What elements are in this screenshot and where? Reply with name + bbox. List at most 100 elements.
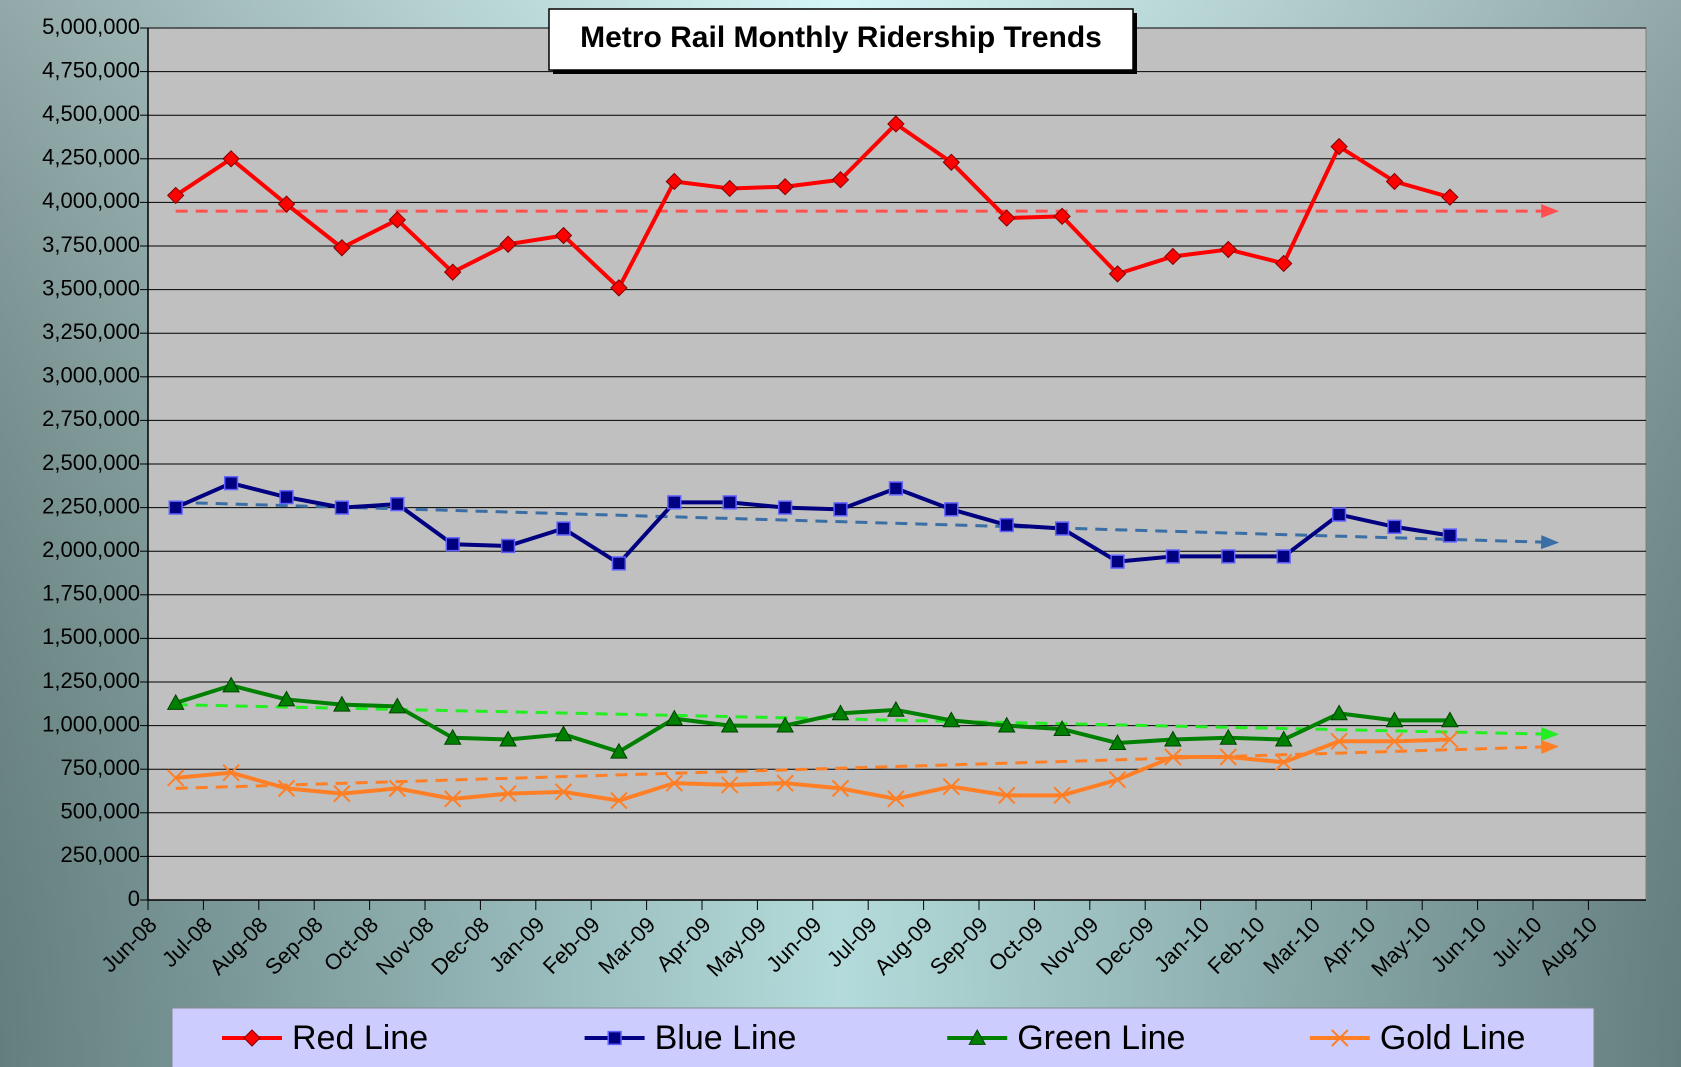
legend-label: Gold Line xyxy=(1380,1019,1526,1057)
marker xyxy=(388,697,407,714)
marker xyxy=(720,776,739,794)
legend-label: Green Line xyxy=(1017,1019,1185,1057)
marks xyxy=(166,115,1560,810)
marker xyxy=(1385,732,1404,751)
marker xyxy=(968,1028,987,1045)
marker xyxy=(833,502,848,517)
marker xyxy=(388,779,407,798)
marker xyxy=(223,476,239,491)
marker xyxy=(887,790,905,808)
y-tick-label: 3,250,000 xyxy=(42,319,140,344)
marker xyxy=(277,690,296,707)
marker xyxy=(390,496,405,512)
marker xyxy=(831,171,850,189)
marker xyxy=(554,783,573,801)
marker xyxy=(333,239,351,257)
marker xyxy=(388,211,407,229)
marker xyxy=(1054,521,1070,536)
marker xyxy=(997,209,1016,227)
series-line xyxy=(174,121,1451,290)
legend-label: Red Line xyxy=(292,1019,428,1057)
marker xyxy=(1385,711,1404,728)
trend-arrow xyxy=(1540,739,1560,754)
marker xyxy=(942,711,961,728)
marker xyxy=(166,186,185,205)
marker xyxy=(166,769,185,787)
marker xyxy=(1276,549,1291,564)
marker xyxy=(777,500,793,515)
y-tick-label: 5,000,000 xyxy=(42,14,140,39)
y-tick-label: 3,500,000 xyxy=(42,275,140,300)
marker xyxy=(443,790,462,808)
marker xyxy=(445,537,460,552)
marker xyxy=(720,179,739,198)
marker xyxy=(1219,728,1238,745)
marker xyxy=(1442,528,1458,543)
marker xyxy=(443,728,462,745)
y-tick-label: 3,750,000 xyxy=(42,232,140,257)
series-line xyxy=(175,737,1450,803)
y-tick-label: 2,000,000 xyxy=(42,537,140,562)
marker xyxy=(942,153,961,171)
marker xyxy=(166,693,185,710)
legend-label: Blue Line xyxy=(655,1019,797,1057)
marker xyxy=(1165,549,1181,564)
marker xyxy=(1441,188,1459,206)
trend-arrow xyxy=(1540,535,1560,550)
marker xyxy=(887,700,905,717)
chart-title: Metro Rail Monthly Ridership Trends xyxy=(580,21,1102,54)
marker xyxy=(610,742,628,759)
marker xyxy=(499,730,517,747)
marker xyxy=(1330,732,1348,751)
marker xyxy=(334,500,350,515)
marker xyxy=(222,763,240,782)
marker xyxy=(831,704,850,721)
y-tick-label: 4,250,000 xyxy=(42,145,140,170)
marker xyxy=(168,500,183,515)
title-box xyxy=(548,8,1134,71)
marker xyxy=(279,489,294,505)
y-tick-label: 500,000 xyxy=(60,799,140,824)
marker xyxy=(720,716,739,733)
marker xyxy=(1331,1029,1349,1047)
y-tick-label: 250,000 xyxy=(60,842,140,867)
marker xyxy=(1219,748,1238,766)
marker xyxy=(1385,172,1404,191)
marker xyxy=(1221,549,1236,564)
marker xyxy=(1164,748,1182,766)
marker xyxy=(1219,240,1238,259)
y-tick-label: 3,000,000 xyxy=(42,363,140,388)
marker xyxy=(944,502,959,517)
y-tick-label: 4,750,000 xyxy=(42,57,140,82)
marker xyxy=(333,695,351,712)
marker xyxy=(1441,711,1459,728)
series-line xyxy=(175,683,1450,754)
marker xyxy=(1330,137,1348,156)
marker xyxy=(776,774,794,792)
marker xyxy=(1274,730,1293,747)
y-tick-label: 1,750,000 xyxy=(42,581,140,606)
marker xyxy=(1164,730,1182,747)
marker xyxy=(443,263,462,281)
legend: Red Line Blue Line Green Line Gold Line xyxy=(222,1019,1525,1057)
marker xyxy=(610,279,628,297)
marker xyxy=(1053,786,1071,805)
marker xyxy=(1053,207,1071,226)
y-tick-label: 0 xyxy=(128,886,140,911)
marker xyxy=(665,774,684,792)
marker xyxy=(776,177,794,196)
marker xyxy=(1330,704,1348,721)
marker xyxy=(887,115,905,133)
marker xyxy=(722,495,737,510)
marker xyxy=(831,779,850,798)
marker xyxy=(607,1030,622,1046)
marker xyxy=(499,784,517,803)
y-tick-label: 2,250,000 xyxy=(42,493,140,518)
y-tick-label: 750,000 xyxy=(60,755,140,780)
marker xyxy=(997,716,1016,733)
marker xyxy=(1108,734,1127,750)
marker xyxy=(243,1029,261,1047)
marker xyxy=(554,226,573,245)
